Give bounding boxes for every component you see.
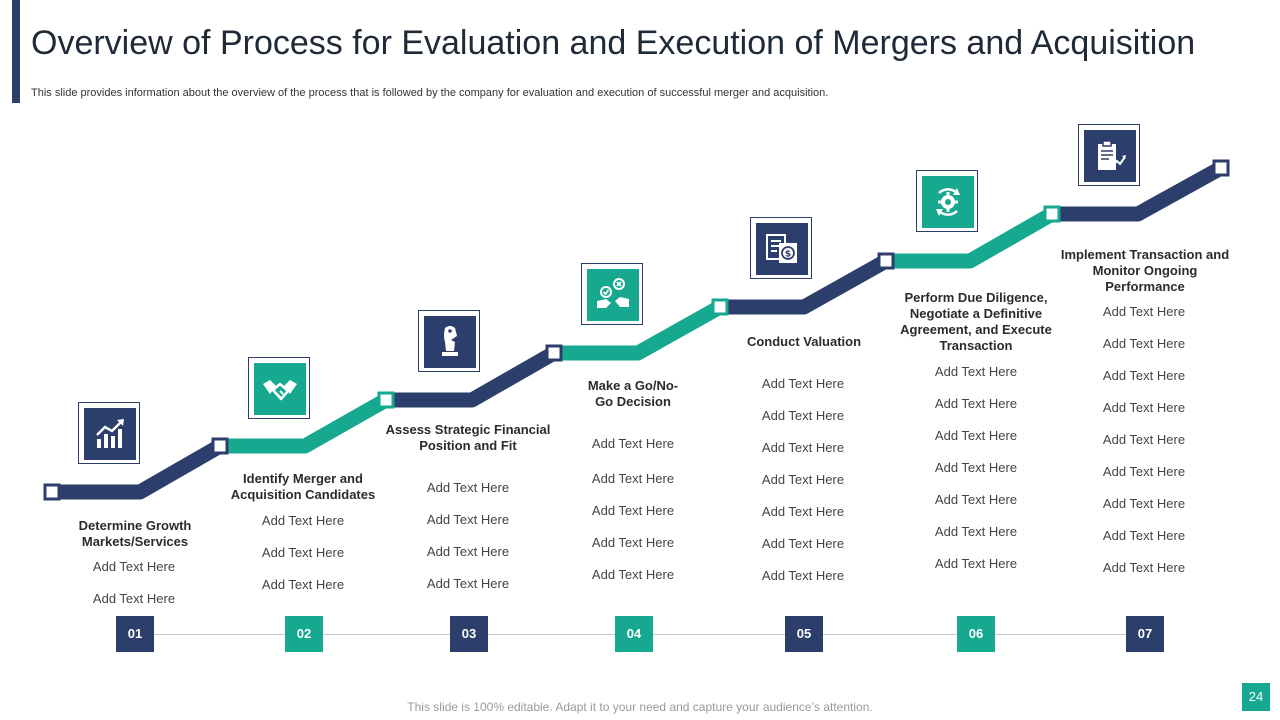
- step-4-icon-box: [581, 263, 643, 325]
- step-4-items: Add Text Here Add Text Here Add Text Her…: [548, 436, 718, 599]
- step-1-icon-box: [78, 402, 140, 464]
- node-marker-3: [377, 391, 395, 409]
- list-item: Add Text Here: [426, 512, 510, 527]
- step-7-icon-box: [1078, 124, 1140, 186]
- node-marker-7: [1043, 205, 1061, 223]
- list-item: Add Text Here: [761, 568, 845, 583]
- list-item: Add Text Here: [1102, 400, 1186, 415]
- node-marker-6: [877, 252, 895, 270]
- list-item: Add Text Here: [1102, 464, 1186, 479]
- list-item: Add Text Here: [591, 436, 675, 451]
- step-2-items: Add Text Here Add Text Here Add Text Her…: [218, 513, 388, 609]
- list-item: Add Text Here: [761, 504, 845, 519]
- accent-bar: [12, 0, 20, 103]
- step-number-07: 07: [1126, 616, 1164, 652]
- step-7-items: Add Text Here Add Text Here Add Text Her…: [1059, 304, 1229, 592]
- list-item: Add Text Here: [934, 524, 1018, 539]
- step-3-items: Add Text Here Add Text Here Add Text Her…: [383, 480, 553, 608]
- path-segment-7: [1052, 161, 1225, 222]
- step-5-title: Conduct Valuation: [746, 334, 862, 349]
- list-item: Add Text Here: [1102, 336, 1186, 351]
- step-number-03: 03: [450, 616, 488, 652]
- step-1-items: Add Text Here Add Text Here: [49, 559, 219, 623]
- path-segment-5: [720, 254, 890, 315]
- step-6-title: Perform Due Diligence, Negotiate a Defin…: [900, 290, 1052, 353]
- list-item: Add Text Here: [761, 536, 845, 551]
- step-2-title: Identify Merger and Acquisition Candidat…: [230, 471, 376, 502]
- step-2-icon-box: [248, 357, 310, 419]
- chess-piece-icon: [442, 326, 458, 356]
- list-item: Add Text Here: [261, 513, 345, 528]
- decision-hands-icon: [597, 278, 629, 308]
- list-item: Add Text Here: [92, 559, 176, 574]
- step-4-title: Make a Go/No-Go Decision: [587, 378, 679, 409]
- list-item: Add Text Here: [761, 440, 845, 455]
- path-segment-3: [386, 346, 558, 408]
- list-item: Add Text Here: [1102, 528, 1186, 543]
- step-1-title: Determine Growth Markets/Services: [78, 518, 192, 549]
- list-item: Add Text Here: [426, 480, 510, 495]
- step-number-05: 05: [785, 616, 823, 652]
- path-segment-1: [52, 439, 224, 500]
- step-7-title: Implement Transaction and Monitor Ongoin…: [1060, 247, 1230, 294]
- list-item: Add Text Here: [1102, 496, 1186, 511]
- step-6-icon-box: [916, 170, 978, 232]
- list-item: Add Text Here: [591, 535, 675, 550]
- growth-chart-icon: [96, 419, 124, 448]
- list-item: Add Text Here: [1102, 304, 1186, 319]
- list-item: Add Text Here: [1102, 560, 1186, 575]
- list-item: Add Text Here: [1102, 368, 1186, 383]
- step-6-items: Add Text Here Add Text Here Add Text Her…: [891, 364, 1061, 588]
- svg-text:$: $: [785, 250, 791, 260]
- step-number-01: 01: [116, 616, 154, 652]
- list-item: Add Text Here: [261, 577, 345, 592]
- handshake-icon: [263, 380, 297, 401]
- step-number-06: 06: [957, 616, 995, 652]
- list-item: Add Text Here: [761, 408, 845, 423]
- step-3-icon-box: [418, 310, 480, 372]
- list-item: Add Text Here: [934, 364, 1018, 379]
- clipboard-chart-icon: [1098, 140, 1126, 170]
- page-subtitle: This slide provides information about th…: [31, 87, 829, 99]
- list-item: Add Text Here: [934, 556, 1018, 571]
- path-segment-6: [886, 207, 1056, 269]
- list-item: Add Text Here: [591, 503, 675, 518]
- valuation-document-icon: $: [766, 234, 797, 263]
- gear-cycle-icon: [936, 188, 960, 216]
- list-item: Add Text Here: [761, 472, 845, 487]
- list-item: Add Text Here: [92, 591, 176, 606]
- step-number-04: 04: [615, 616, 653, 652]
- page-number: 24: [1242, 683, 1270, 711]
- list-item: Add Text Here: [934, 460, 1018, 475]
- list-item: Add Text Here: [934, 428, 1018, 443]
- node-marker-8: [1212, 159, 1230, 177]
- list-item: Add Text Here: [1102, 432, 1186, 447]
- list-item: Add Text Here: [426, 544, 510, 559]
- step-5-items: Add Text Here Add Text Here Add Text Her…: [718, 376, 888, 600]
- node-marker-1: [43, 483, 61, 501]
- list-item: Add Text Here: [591, 567, 675, 582]
- step-5-icon-box: $: [750, 217, 812, 279]
- path-segment-4: [554, 300, 724, 361]
- list-item: Add Text Here: [934, 396, 1018, 411]
- page-title: Overview of Process for Evaluation and E…: [31, 24, 1196, 62]
- list-item: Add Text Here: [591, 471, 675, 486]
- node-marker-2: [211, 437, 229, 455]
- list-item: Add Text Here: [261, 545, 345, 560]
- list-item: Add Text Here: [426, 576, 510, 591]
- step-3-title: Assess Strategic Financial Position and …: [385, 422, 551, 453]
- node-marker-5: [711, 298, 729, 316]
- list-item: Add Text Here: [934, 492, 1018, 507]
- path-segment-2: [220, 393, 390, 454]
- step-number-02: 02: [285, 616, 323, 652]
- node-marker-4: [545, 344, 563, 362]
- list-item: Add Text Here: [761, 376, 845, 391]
- footer-note: This slide is 100% editable. Adapt it to…: [407, 700, 873, 714]
